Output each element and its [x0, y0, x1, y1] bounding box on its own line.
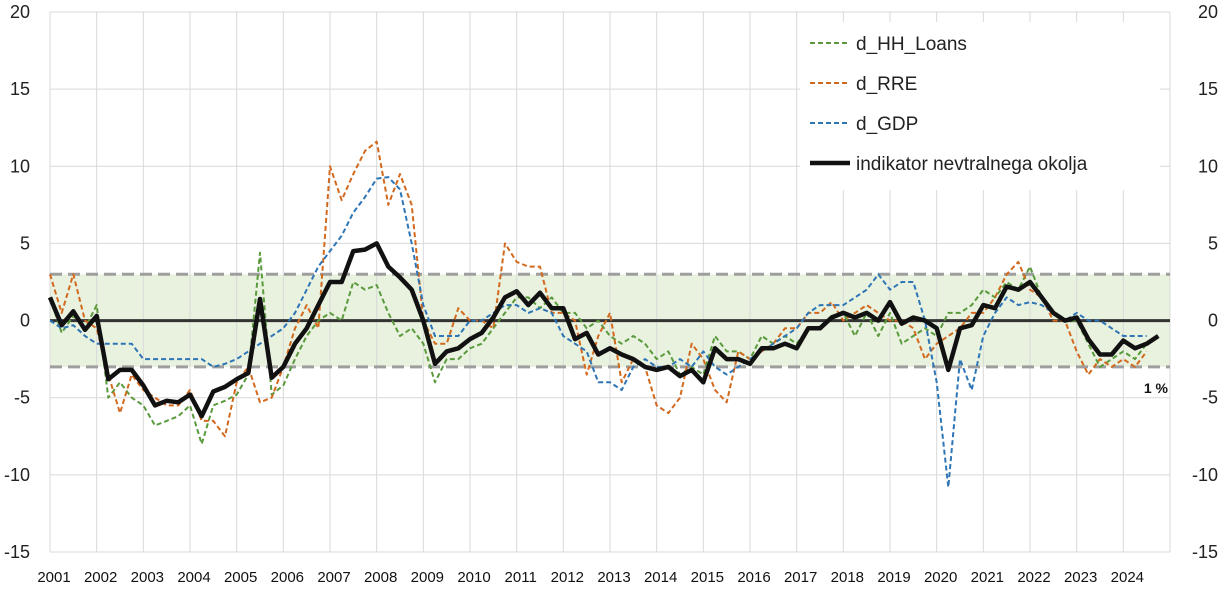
right-tick-label: 15 [1198, 79, 1218, 99]
left-tick-label: 0 [20, 311, 30, 331]
legend-label-0: d_HH_Loans [856, 34, 967, 55]
series-line-1 [49, 140, 1148, 438]
left-tick-label: -15 [4, 542, 30, 562]
x-tick-label: 2020 [924, 569, 957, 586]
legend-background [800, 22, 1160, 190]
series-line-2 [49, 176, 1147, 489]
series-line-0 [49, 251, 1148, 445]
grid [49, 11, 1171, 553]
x-tick-label: 2006 [271, 569, 304, 586]
legend: d_HH_Loans d_RRE d_GDP indikator nevtralneg… [800, 22, 1160, 190]
legend-label-1: d_RRE [856, 74, 917, 95]
x-tick-label: 2023 [1064, 569, 1097, 586]
left-tick-label: 15 [10, 79, 30, 99]
legend-label-2: d_GDP [856, 114, 918, 135]
x-tick-label: 2021 [971, 569, 1004, 586]
right-tick-label: 5 [1208, 233, 1218, 253]
left-tick-label: 20 [10, 2, 30, 22]
left-axis-tick-labels: -15 -10 -5 0 5 10 15 20 [4, 2, 30, 562]
x-tick-label: 2019 [877, 569, 910, 586]
left-tick-label: -10 [4, 465, 30, 485]
x-tick-label: 2002 [84, 569, 117, 586]
right-tick-label: -5 [1202, 388, 1218, 408]
right-tick-label: -15 [1192, 542, 1218, 562]
x-tick-label: 2018 [831, 569, 864, 586]
right-tick-label: -10 [1192, 465, 1218, 485]
right-axis-tick-labels: -15 -10 -5 0 5 10 15 20 [1192, 2, 1218, 562]
x-tick-label: 2011 [505, 569, 537, 586]
x-tick-label: 2005 [224, 569, 257, 586]
x-tick-label: 2008 [364, 569, 397, 586]
left-tick-label: 5 [20, 233, 30, 253]
x-tick-label: 2009 [411, 569, 444, 586]
right-tick-label: 10 [1198, 156, 1218, 176]
x-tick-label: 2003 [131, 569, 164, 586]
x-tick-label: 2012 [551, 569, 584, 586]
x-tick-label: 2004 [177, 569, 210, 586]
series-line-3 [47, 241, 1160, 419]
left-tick-label: -5 [14, 388, 30, 408]
x-axis-tick-labels: 2001 2002 2003 2004 2005 2006 2007 2008 2009 2010… [37, 569, 1144, 586]
x-tick-label: 2007 [317, 569, 350, 586]
right-tick-label: 20 [1198, 2, 1218, 22]
series-lines [47, 140, 1160, 489]
x-tick-label: 2022 [1017, 569, 1050, 586]
x-tick-label: 2017 [784, 569, 817, 586]
right-tick-label: 0 [1208, 311, 1218, 331]
legend-label-3: indikator nevtralnega okolja [856, 154, 1088, 175]
x-tick-label: 2024 [1111, 569, 1144, 586]
x-tick-label: 2013 [597, 569, 630, 586]
band-label: 1 % [1144, 380, 1169, 396]
x-tick-label: 2001 [37, 569, 70, 586]
x-tick-label: 2010 [457, 569, 490, 586]
x-tick-label: 2015 [691, 569, 724, 586]
left-tick-label: 10 [10, 156, 30, 176]
x-tick-label: 2014 [644, 569, 677, 586]
x-tick-label: 2016 [737, 569, 770, 586]
